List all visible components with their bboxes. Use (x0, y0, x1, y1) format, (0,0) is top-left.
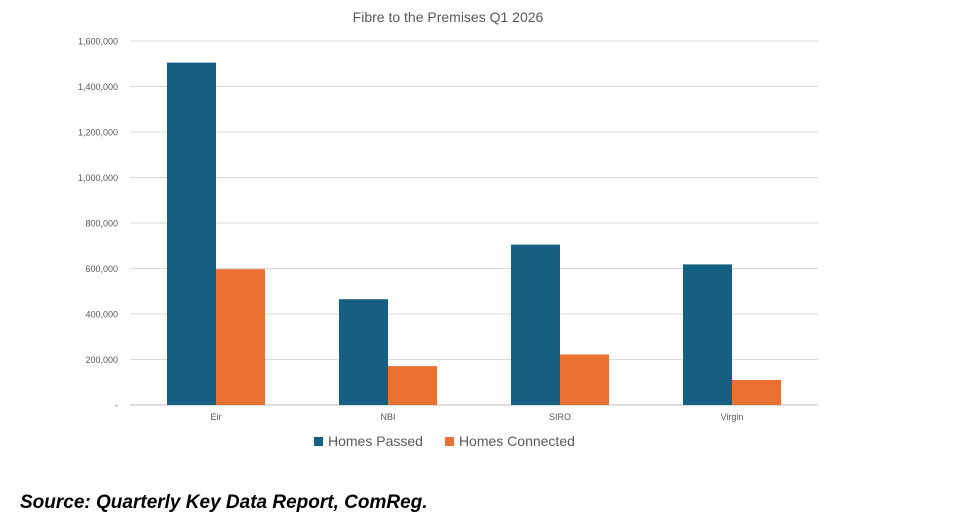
bar-virgin-homes-connected (732, 379, 781, 405)
x-axis: Eir NBI SIRO Virgin (211, 412, 744, 422)
y-tick-label: 1,200,000 (78, 128, 118, 138)
x-tick-label: NBI (380, 412, 395, 422)
bar-virgin-homes-passed (683, 264, 732, 405)
y-tick-label: 800,000 (85, 219, 118, 229)
y-tick-label: 600,000 (85, 264, 118, 274)
source-note: Source: Quarterly Key Data Report, ComRe… (20, 492, 428, 513)
bar-nbi-homes-connected (388, 366, 437, 405)
legend-swatch (444, 437, 454, 446)
bar-eir-homes-passed (167, 62, 216, 406)
y-axis: - 200,000 400,000 600,000 800,000 1,000,000 1,… (78, 37, 118, 411)
bar-siro-homes-passed (511, 244, 560, 405)
bars (167, 62, 781, 406)
x-tick-label: SIRO (549, 412, 571, 422)
y-tick-label: 1,400,000 (78, 82, 118, 92)
y-tick-label: 200,000 (85, 355, 118, 365)
bar-siro-homes-connected (560, 354, 609, 405)
bar-nbi-homes-passed (339, 299, 388, 405)
bar-chart: Fibre to the Premises Q1 2026 - 200,000 40… (78, 9, 818, 449)
x-tick-label: Virgin (721, 412, 744, 422)
legend-swatch (314, 437, 323, 446)
y-tick-label: - (115, 401, 118, 411)
y-tick-label: 1,000,000 (78, 173, 118, 183)
y-tick-label: 400,000 (85, 310, 118, 320)
legend-label: Homes Connected (459, 433, 575, 449)
y-tick-label: 1,600,000 (78, 37, 118, 47)
legend: Homes Passed Homes Connected (314, 433, 575, 449)
x-tick-label: Eir (211, 412, 222, 422)
chart-title: Fibre to the Premises Q1 2026 (353, 9, 544, 25)
bar-eir-homes-connected (216, 269, 265, 405)
legend-label: Homes Passed (328, 433, 423, 449)
